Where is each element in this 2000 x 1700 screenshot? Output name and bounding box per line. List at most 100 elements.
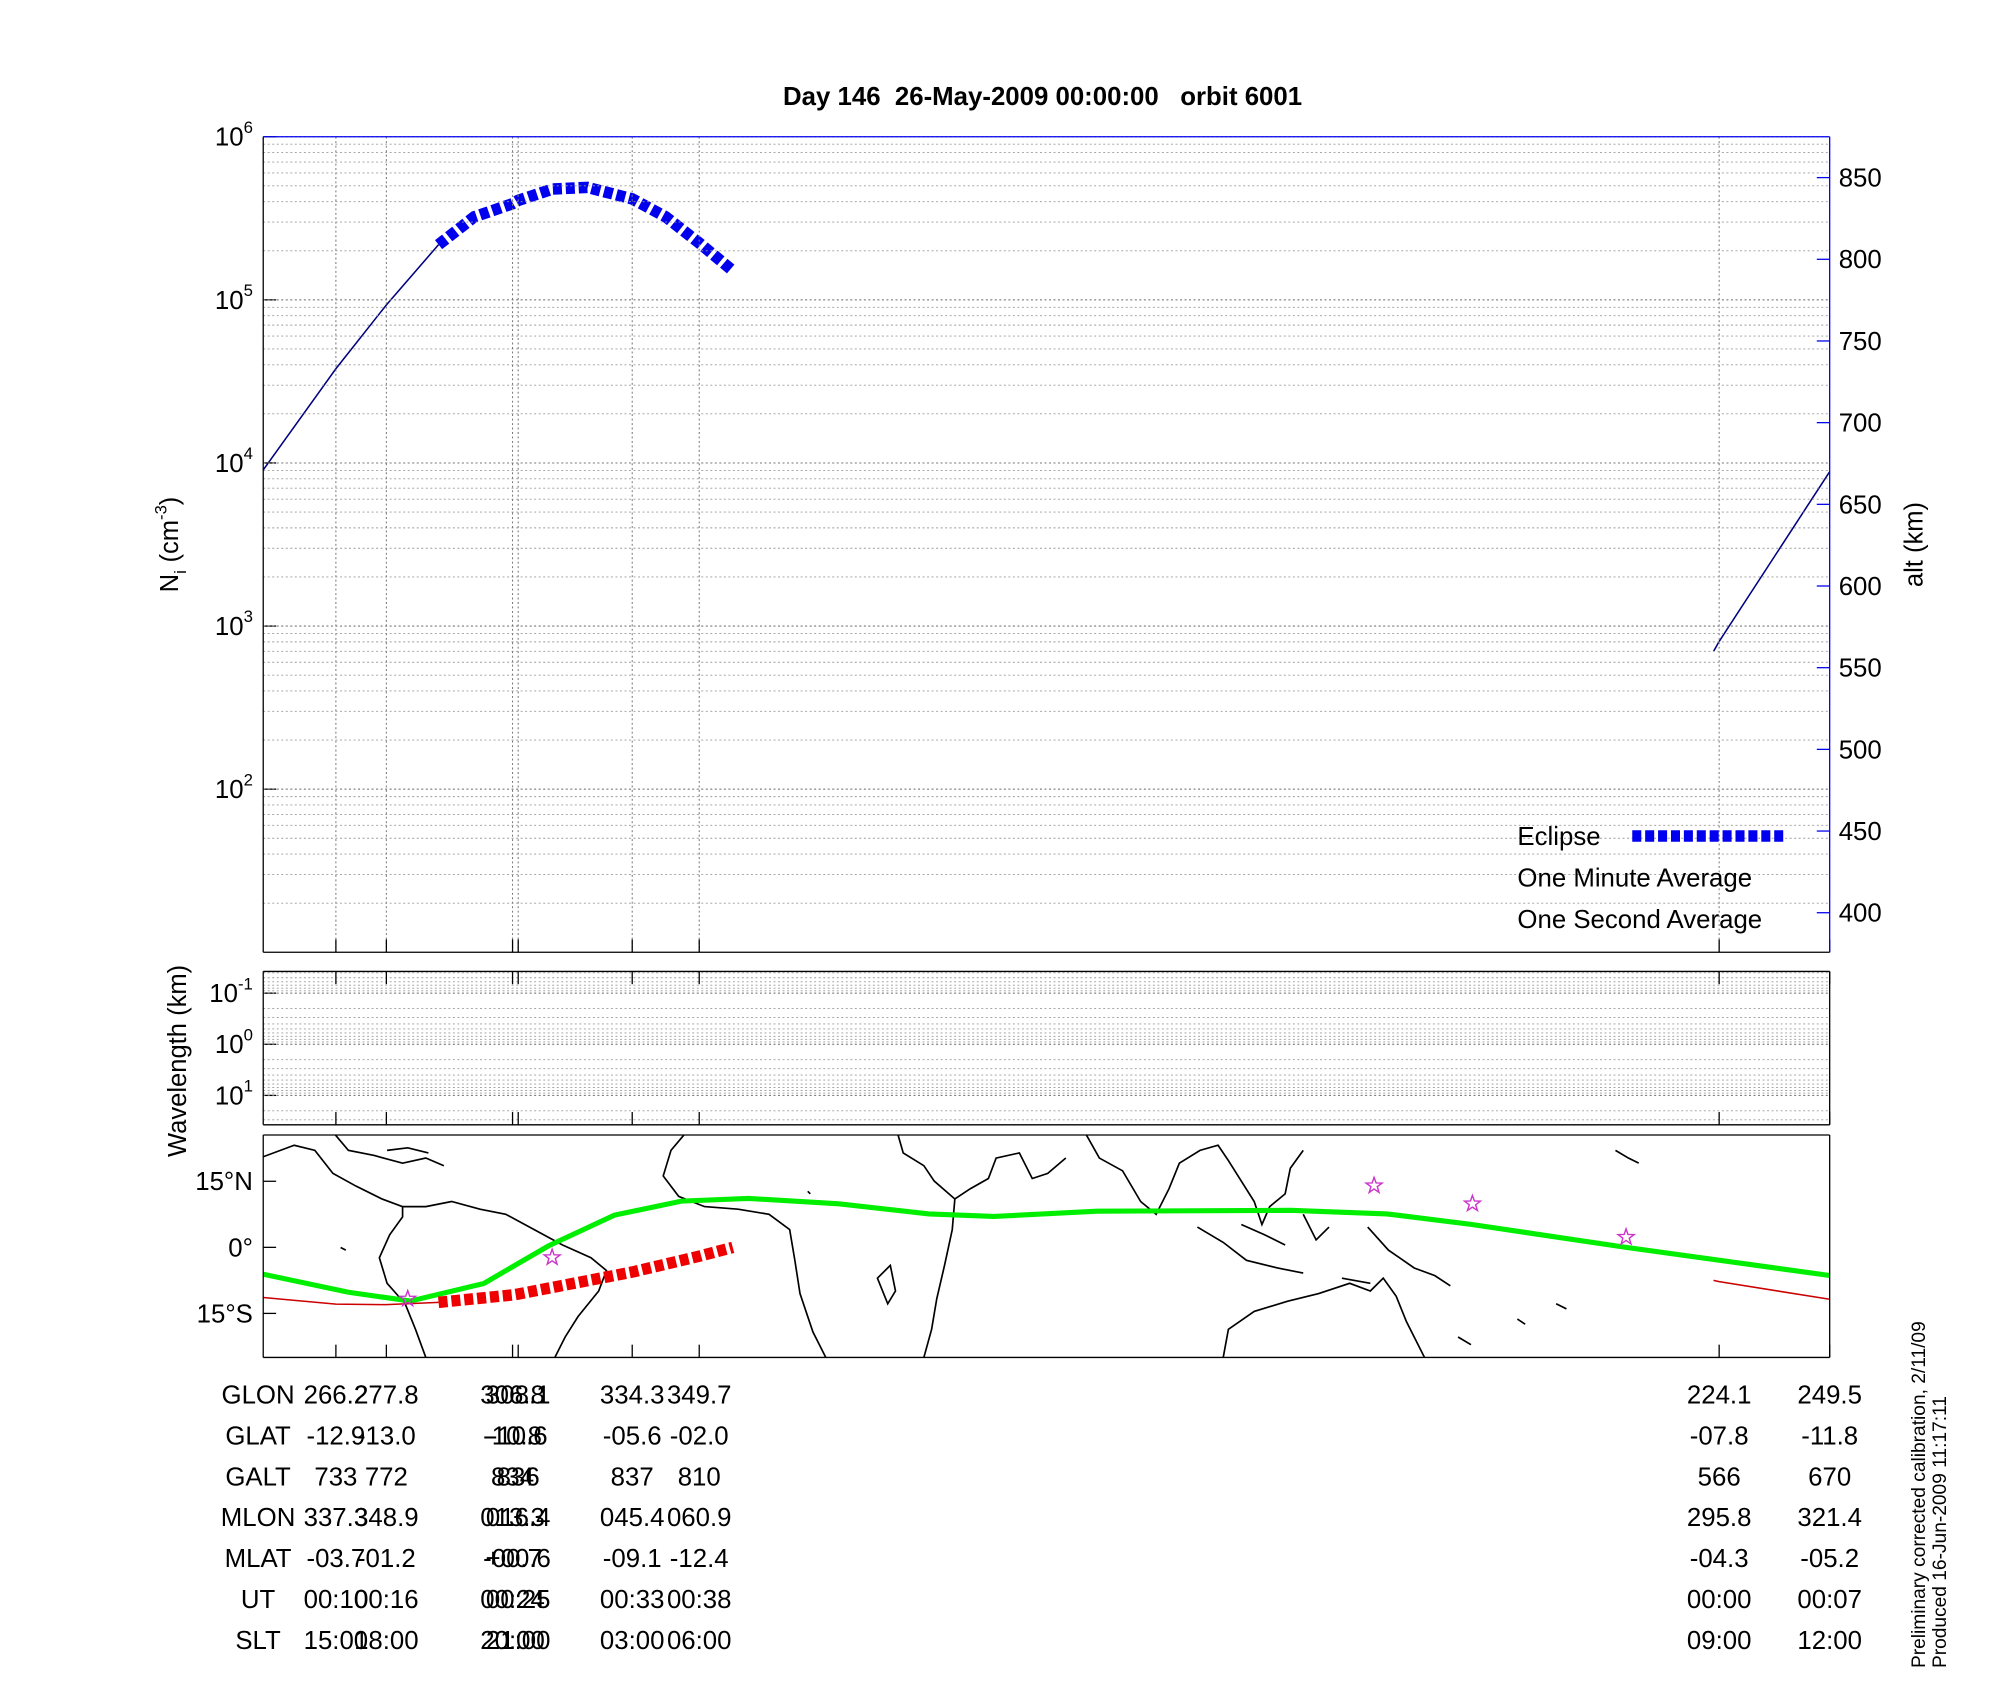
table-cell: -05.6 (603, 1422, 662, 1450)
y-tick-base: 15°N (195, 1168, 253, 1196)
table-cell: -10.8 (483, 1422, 542, 1450)
table-cell: 733 (314, 1463, 357, 1491)
y-tick-base: 10 (215, 613, 244, 641)
table-cell: 15:00 (304, 1627, 369, 1655)
table-cell: 00:16 (354, 1586, 419, 1614)
station-marker (397, 1288, 418, 1308)
y-tick-exponent: 0 (244, 1026, 253, 1045)
y2-tick-label: 500 (1839, 736, 1882, 764)
table-cell: 321.4 (1797, 1504, 1862, 1532)
table-cell: 045.4 (600, 1504, 665, 1532)
table-cell: 224.1 (1687, 1382, 1752, 1410)
table-cell: 566 (1698, 1463, 1741, 1491)
table-cell: -13.0 (357, 1422, 416, 1450)
table-cell: -05.2 (1800, 1545, 1859, 1573)
table-cell: -09.1 (603, 1545, 662, 1573)
y-label-symbol: N (156, 574, 184, 592)
table-cell: 20:00 (480, 1627, 545, 1655)
y-tick-label: 105 (215, 281, 253, 315)
y-tick-exponent: 1 (244, 1077, 253, 1096)
table-cell: 00:38 (667, 1586, 732, 1614)
table-cell: 00:10 (304, 1586, 369, 1614)
y2-tick-label: 450 (1839, 818, 1882, 846)
table-cell: 00:00 (1687, 1586, 1752, 1614)
y-tick-exponent: -1 (238, 974, 253, 993)
track-line (263, 1195, 1830, 1304)
y-tick-exponent: 5 (244, 281, 253, 300)
table-cell: 772 (365, 1463, 408, 1491)
chart-title: Day 146 26-May-2009 00:00:00 orbit 6001 (783, 83, 1302, 111)
table-cell: -10.6 (489, 1422, 548, 1450)
table-cell: 306.8 (480, 1382, 545, 1410)
y2-tick-label: 650 (1839, 491, 1882, 519)
y2-tick-label: 750 (1839, 328, 1882, 356)
footer-note: Preliminary corrected calibration, 2/11/… (1909, 1321, 1930, 1668)
table-cell: 21:00 (486, 1627, 551, 1655)
table-cell: -03.7 (306, 1545, 365, 1573)
table-cell: 349.7 (667, 1382, 732, 1410)
table-cell: 836 (497, 1463, 540, 1491)
y-tick-base: 10 (215, 450, 244, 478)
table-cell: 295.8 (1687, 1504, 1752, 1532)
table-row-label: GLAT (225, 1422, 291, 1450)
y-label-close: ) (156, 497, 184, 506)
station-marker (1363, 1175, 1385, 1195)
table-cell: -01.2 (357, 1545, 416, 1573)
table-cell: 337.3 (304, 1504, 369, 1532)
table-cell: -00.7 (483, 1545, 542, 1573)
table-cell: 810 (678, 1463, 721, 1491)
y-tick-base: 10 (215, 776, 244, 804)
legend-label: One Second Average (1517, 906, 1762, 934)
table-cell: 00:25 (486, 1586, 551, 1614)
y2-tick-label: 400 (1839, 900, 1882, 928)
y-label-unit: (cm (156, 520, 184, 563)
table-cell: 03:00 (600, 1627, 665, 1655)
legend-label: Eclipse (1517, 823, 1600, 851)
coastline (340, 1149, 1640, 1346)
y-tick-label: 0° (228, 1234, 253, 1262)
table-cell: 09:00 (1687, 1627, 1752, 1655)
y2-tick-label: 800 (1839, 246, 1882, 274)
y-tick-exponent: 4 (244, 444, 253, 463)
table-row-label: SLT (235, 1627, 281, 1655)
y-tick-base: 10 (215, 1082, 244, 1110)
table-cell: 013.3 (480, 1504, 545, 1532)
table-cell: 348.9 (354, 1504, 419, 1532)
table-row-label: MLON (221, 1504, 296, 1532)
y2-tick-label: 850 (1839, 165, 1882, 193)
y2-tick-label: 550 (1839, 655, 1882, 683)
table-cell: 249.5 (1797, 1382, 1862, 1410)
y2-tick-label: 700 (1839, 410, 1882, 438)
panel (263, 1175, 1830, 1309)
station-marker (542, 1247, 563, 1266)
coastline (1196, 1213, 1451, 1287)
y-tick-base: 10 (215, 287, 244, 315)
table-row-label: MLAT (225, 1545, 292, 1573)
table-row-label: UT (241, 1586, 276, 1614)
table-cell: -07.8 (1690, 1422, 1749, 1450)
coastlines (263, 1135, 1640, 1358)
y-tick-label: 15°S (197, 1300, 253, 1328)
y-tick-label: 104 (215, 444, 253, 478)
table-cell: 06:00 (667, 1627, 732, 1655)
footer-note: Produced 16-Jun-2009 11:17:11 (1930, 1396, 1951, 1668)
table-cell: 266.2 (304, 1382, 369, 1410)
y-tick-exponent: 3 (244, 607, 253, 626)
legend-label: One Minute Average (1517, 865, 1752, 893)
y-tick-base: 10 (215, 124, 244, 152)
table-cell: 334.3 (600, 1382, 665, 1410)
table-cell: 834 (491, 1463, 534, 1491)
y-tick-exponent: 2 (244, 770, 253, 789)
table-cell: 670 (1808, 1463, 1851, 1491)
y-axis-label: Wavelength (km) (164, 965, 192, 1157)
y-tick-label: 102 (215, 770, 253, 804)
y-tick-exponent: 6 (244, 118, 253, 137)
coastline (263, 1144, 608, 1358)
y-tick-base: 10 (215, 1031, 244, 1059)
table-cell: -02.0 (670, 1422, 729, 1450)
table-cell: -04.3 (1690, 1545, 1749, 1573)
eclipse-line (434, 181, 737, 276)
table-cell: 00:33 (600, 1586, 665, 1614)
